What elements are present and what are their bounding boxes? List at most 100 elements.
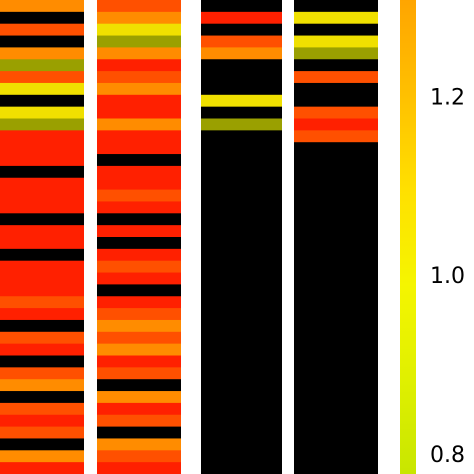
stripe (97, 130, 181, 143)
stripe (0, 165, 84, 179)
stripe (97, 343, 181, 356)
stripe (0, 35, 84, 48)
stripe (0, 426, 84, 439)
stripe (201, 130, 282, 143)
stripe (201, 379, 282, 392)
stripe (201, 118, 282, 131)
stripe (201, 284, 282, 297)
stripe (97, 248, 181, 262)
stripe (97, 426, 181, 439)
stripe (97, 438, 181, 451)
stripe (294, 82, 378, 96)
stripe (201, 272, 282, 285)
stripe (201, 106, 282, 119)
stripe (201, 165, 282, 179)
colorbar-tick-label: 0.8 (430, 443, 465, 468)
stripe (294, 355, 378, 368)
stripe (97, 260, 181, 274)
stripe (0, 59, 84, 72)
stripe (201, 438, 282, 451)
stripe (97, 391, 181, 404)
stripe (97, 331, 181, 345)
stripe (97, 402, 181, 416)
stripe (97, 154, 181, 167)
stripe (0, 106, 84, 119)
stripe (0, 343, 84, 356)
stripe (294, 118, 378, 131)
stripe (201, 213, 282, 226)
stripe (201, 59, 282, 72)
stripe (201, 237, 282, 250)
stripe (97, 59, 181, 72)
stripe (294, 438, 378, 451)
stripe (97, 308, 181, 321)
stripe (201, 225, 282, 238)
stripe (294, 154, 378, 167)
stripe (0, 142, 84, 155)
stripe (97, 142, 181, 155)
stripe (0, 367, 84, 380)
stripe (0, 118, 84, 131)
stripe (97, 450, 181, 463)
stripe (201, 23, 282, 37)
stripe (201, 189, 282, 202)
stripe (97, 213, 181, 226)
stripe (0, 71, 84, 84)
stripe (201, 201, 282, 214)
stripe (294, 331, 378, 345)
stripe (97, 165, 181, 179)
stripe (0, 450, 84, 463)
stripe (201, 402, 282, 416)
stripe (201, 35, 282, 48)
stripe (0, 23, 84, 37)
stripe (294, 59, 378, 72)
stripe (97, 189, 181, 202)
stripe (294, 402, 378, 416)
stripe (294, 319, 378, 333)
stripe (201, 71, 282, 84)
stripe (294, 260, 378, 274)
stripe (201, 331, 282, 345)
stripe (201, 47, 282, 60)
stripe (97, 319, 181, 333)
stripe (294, 0, 378, 13)
stripe (294, 11, 378, 25)
stripe (201, 319, 282, 333)
stripe (0, 462, 84, 474)
stripe (0, 177, 84, 191)
stripe (294, 414, 378, 428)
stripe (0, 414, 84, 428)
stripe (0, 272, 84, 285)
stripe (294, 248, 378, 262)
stripe (0, 201, 84, 214)
stripe (0, 94, 84, 108)
stripe (97, 177, 181, 191)
stripe (0, 355, 84, 368)
stripe (0, 260, 84, 274)
stripe (0, 319, 84, 333)
stripe (0, 284, 84, 297)
stripe (97, 225, 181, 238)
stripe (294, 391, 378, 404)
stripe (201, 154, 282, 167)
stripe (294, 23, 378, 37)
stripe (0, 213, 84, 226)
stripe (97, 237, 181, 250)
stripe (294, 35, 378, 48)
stripe (294, 462, 378, 474)
stripe (0, 379, 84, 392)
stripe (201, 355, 282, 368)
stripe (97, 367, 181, 380)
stripe (294, 308, 378, 321)
stripe (294, 130, 378, 143)
stripe (0, 225, 84, 238)
stripe (294, 225, 378, 238)
stripe (97, 0, 181, 13)
stripe (201, 177, 282, 191)
stripe (97, 94, 181, 108)
stripe (294, 343, 378, 356)
colorbar-tick-label: 1.0 (430, 264, 465, 289)
stripe (201, 391, 282, 404)
stripe (0, 11, 84, 25)
